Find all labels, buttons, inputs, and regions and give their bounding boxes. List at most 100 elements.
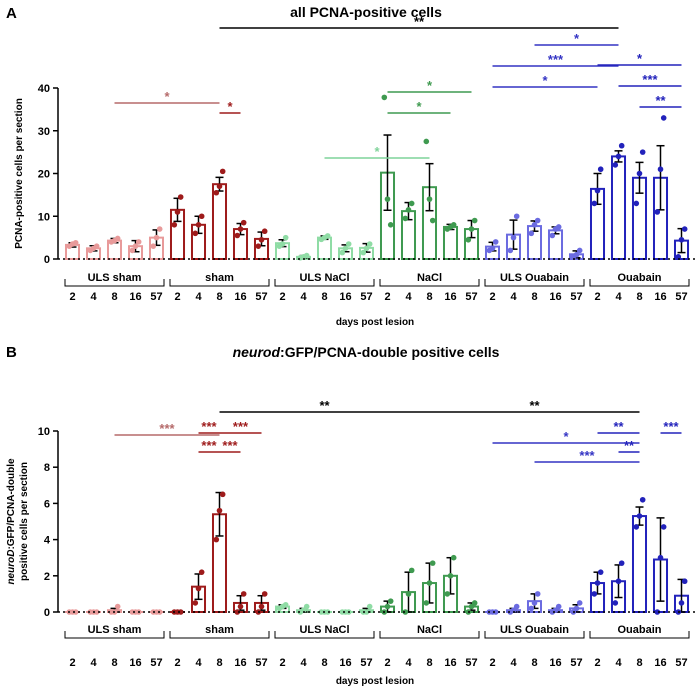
significance-stars: * (427, 78, 433, 93)
data-point (216, 183, 223, 190)
data-point (597, 166, 604, 173)
x-tick-label: 8 (531, 657, 537, 669)
group-label: ULS NaCl (299, 624, 349, 636)
x-tick-label: 4 (615, 291, 622, 303)
data-point (195, 585, 202, 592)
panel-b-chart: 0 2 4 6 8 10 neuroD:GFP/PCNA-double positive ce… (6, 398, 697, 687)
data-point (174, 209, 181, 215)
data-point (594, 580, 601, 586)
data-point (234, 232, 241, 239)
group-bracket (64, 631, 165, 639)
data-point (324, 233, 331, 239)
data-point (93, 609, 100, 615)
x-tick-label: 16 (129, 291, 141, 303)
data-point (237, 226, 244, 232)
significance-stars: *** (159, 421, 175, 436)
x-tick-label: 2 (174, 291, 180, 303)
x-tick-label: 8 (321, 657, 327, 669)
panel-a-title: all PCNA-positive cells (290, 4, 442, 20)
data-point (342, 245, 349, 252)
data-point (618, 142, 625, 149)
data-point (426, 580, 433, 586)
data-point (240, 591, 247, 597)
y-tick-label: 10 (38, 426, 50, 438)
data-point (279, 241, 286, 247)
data-point (258, 236, 265, 243)
data-point (591, 591, 598, 597)
significance-stars: * (637, 51, 643, 66)
y-axis-label-line2: positive cells per section (19, 462, 30, 581)
data-point (363, 245, 370, 252)
group-label: ULS sham (88, 624, 142, 636)
data-point (93, 243, 100, 249)
data-point (198, 213, 205, 220)
group-label: ULS Ouabain (500, 272, 569, 284)
data-point (219, 491, 226, 498)
panel-letter-b: B (6, 344, 17, 361)
x-tick-label: 2 (69, 291, 75, 303)
x-tick-label: 4 (90, 657, 97, 669)
x-tick-label: 57 (150, 657, 162, 669)
group-bracket (379, 631, 480, 639)
data-point (447, 573, 454, 579)
significance-stars: ** (414, 14, 425, 29)
x-tick-label: 57 (465, 291, 477, 303)
x-tick-label: 16 (339, 291, 351, 303)
y-axis-label: PCNA-positive cells per section (14, 98, 25, 249)
y-axis-label-italic: neuroD (6, 550, 17, 585)
data-point (426, 196, 433, 202)
x-tick-label: 16 (234, 291, 246, 303)
data-point (192, 600, 199, 606)
group-label: ULS sham (88, 272, 142, 284)
group-bracket (379, 279, 480, 287)
data-point (192, 230, 199, 237)
data-point (510, 234, 517, 241)
x-tick-label: 16 (444, 657, 456, 669)
data-point (573, 251, 580, 258)
significance-stars: *** (663, 419, 679, 434)
data-point (492, 609, 499, 615)
x-axis-label: days post lesion (336, 676, 414, 687)
x-tick-label: 4 (90, 291, 97, 303)
data-point (594, 187, 601, 194)
x-tick-label: 16 (549, 657, 561, 669)
x-tick-label: 16 (654, 291, 666, 303)
x-tick-label: 2 (174, 657, 180, 669)
x-tick-label: 8 (636, 657, 642, 669)
data-point (513, 213, 520, 220)
data-point (282, 601, 289, 608)
y-tick-label: 6 (44, 498, 50, 510)
data-point (450, 554, 457, 561)
significance-stars: * (164, 89, 170, 104)
data-point (513, 603, 520, 610)
x-tick-label: 57 (675, 657, 687, 669)
data-point (153, 234, 160, 241)
data-point (384, 603, 391, 610)
x-tick-label: 57 (570, 291, 582, 303)
group-label: Ouabain (617, 272, 661, 284)
panel-b-title-rest: :GFP/PCNA-double positive cells (280, 344, 500, 360)
x-tick-label: 16 (339, 657, 351, 669)
x-tick-label: 2 (594, 657, 600, 669)
data-point (213, 189, 220, 196)
data-point (387, 222, 394, 228)
x-tick-label: 16 (444, 291, 456, 303)
data-point (591, 200, 598, 207)
x-tick-label: 8 (636, 291, 642, 303)
x-tick-label: 8 (111, 291, 117, 303)
data-point (132, 243, 139, 249)
x-tick-label: 2 (384, 291, 390, 303)
data-point (216, 507, 223, 514)
data-point (678, 236, 685, 243)
data-point (261, 228, 268, 235)
data-point (429, 560, 436, 566)
significance-stars: * (574, 31, 580, 46)
data-point (408, 200, 415, 207)
data-point (402, 215, 409, 222)
data-point (681, 226, 688, 232)
data-point (171, 222, 178, 228)
data-point (282, 234, 289, 241)
data-point (555, 603, 562, 610)
data-point (471, 600, 478, 606)
y-tick-label: 20 (38, 169, 50, 181)
